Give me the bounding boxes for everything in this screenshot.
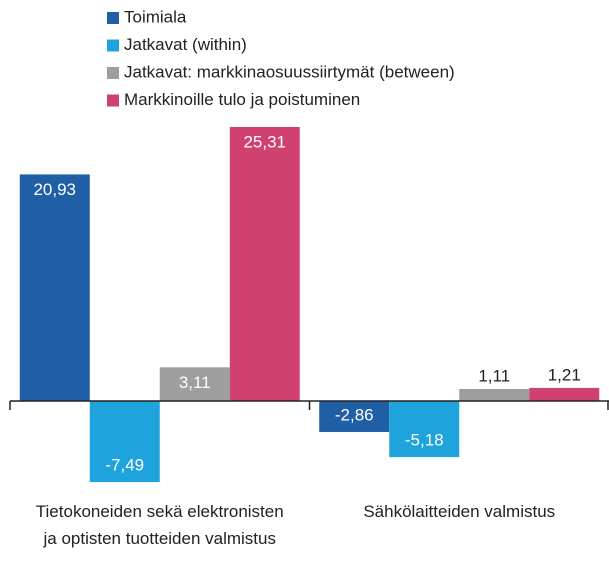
data-label: -5,18 xyxy=(405,431,444,450)
bar xyxy=(319,401,390,432)
bar xyxy=(459,388,530,401)
data-label: 3,11 xyxy=(179,373,211,392)
data-label: 25,31 xyxy=(243,132,286,151)
bar xyxy=(89,401,160,483)
data-label: 1,11 xyxy=(478,366,510,385)
data-label: -2,86 xyxy=(335,405,374,424)
bar xyxy=(389,401,460,458)
category-label: Tietokoneiden sekä elektronisten ja opti… xyxy=(35,502,284,548)
legend-label: Markkinoille tulo ja poistuminen xyxy=(124,90,360,109)
legend-label: Jatkavat (within) xyxy=(124,35,247,54)
bar xyxy=(529,387,600,401)
data-label: -7,49 xyxy=(105,456,144,475)
bar xyxy=(19,174,90,401)
category-label: Sähkölaitteiden valmistus xyxy=(363,502,556,521)
legend-swatch xyxy=(107,12,119,24)
legend-swatch xyxy=(107,39,119,52)
data-label: 20,93 xyxy=(33,180,76,199)
legend-label: Jatkavat: markkinaosuussiirtymät (betwee… xyxy=(124,62,455,81)
bar xyxy=(229,127,300,401)
legend-label: Toimiala xyxy=(124,7,187,26)
data-label: 1,21 xyxy=(548,365,581,384)
legend-swatch xyxy=(107,67,119,79)
legend-swatch xyxy=(107,94,119,107)
bar xyxy=(159,367,230,401)
